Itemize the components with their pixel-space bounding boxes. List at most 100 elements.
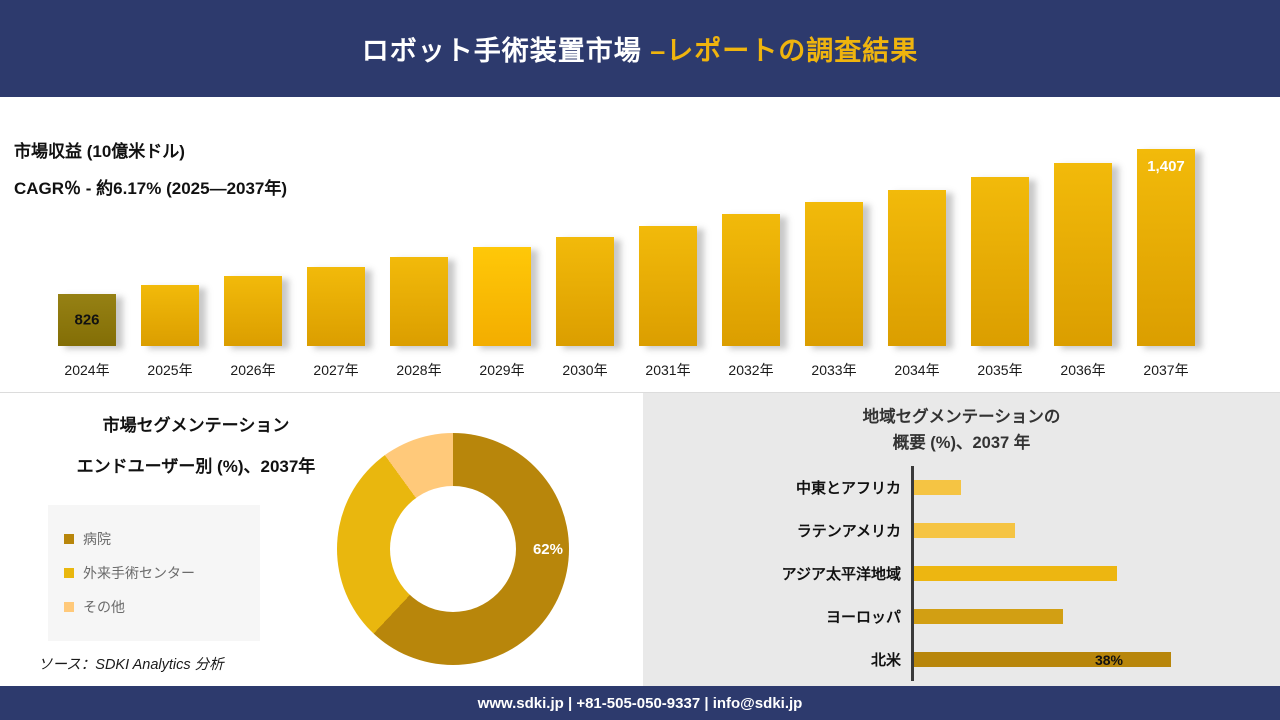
segmentation-subtitle: エンドユーザー別 (%)、2037年 bbox=[76, 457, 316, 476]
year-axis-label: 2034年 bbox=[894, 362, 940, 378]
cagr-label: CAGR％ - 約6.17% (2025―2037年) bbox=[14, 179, 288, 198]
source-note: ソース：SDKI Analytics 分析 bbox=[38, 657, 224, 673]
revenue-bar-group: 2036年 bbox=[1054, 163, 1112, 380]
revenue-bar-group: 2035年 bbox=[971, 177, 1029, 380]
segmentation-title: 市場セグメンテーション bbox=[102, 416, 290, 435]
year-axis-label: 2035年 bbox=[977, 362, 1023, 378]
revenue-bar-group: 2028年 bbox=[390, 257, 448, 380]
regional-bar-row: 北米 38% bbox=[643, 638, 1280, 682]
regional-bar-track bbox=[911, 466, 1280, 510]
year-axis-label: 2024年 bbox=[64, 362, 110, 378]
page-title-main: ロボット手術装置市場 bbox=[361, 36, 651, 66]
revenue-chart-section: 市場収益 (10億米ドル) CAGR％ - 約6.17% (2025―2037年… bbox=[0, 97, 1280, 393]
regional-bar-track: 38% bbox=[911, 638, 1280, 682]
donut-hole bbox=[390, 486, 516, 612]
legend-item-others: その他 bbox=[64, 597, 244, 617]
region-label: アジア太平洋地域 bbox=[781, 566, 901, 584]
legend-label: 病院 bbox=[83, 531, 111, 547]
revenue-bar-group: 1,407 2037年 bbox=[1137, 149, 1195, 380]
region-label: 北米 bbox=[870, 652, 901, 670]
revenue-metric-label: 市場収益 (10億米ドル) bbox=[14, 142, 185, 161]
segmentation-titles: 市場セグメンテーション エンドユーザー別 (%)、2037年 bbox=[28, 411, 364, 477]
legend-item-ambulatory-centers: 外来手術センター bbox=[64, 563, 244, 583]
page-title: ロボット手術装置市場 –レポートの調査結果 bbox=[362, 29, 919, 68]
revenue-bar-group: 2033年 bbox=[805, 202, 863, 380]
year-axis-label: 2027年 bbox=[313, 362, 359, 378]
revenue-bar bbox=[805, 202, 863, 346]
revenue-bar bbox=[722, 214, 780, 346]
revenue-bar bbox=[141, 285, 199, 346]
revenue-bar-group: 2034年 bbox=[888, 190, 946, 380]
regional-bar-row: ヨーロッパ bbox=[643, 595, 1280, 639]
revenue-bar bbox=[971, 177, 1029, 346]
bar-value-label: 1,407 bbox=[1147, 158, 1185, 175]
region-label: 中東とアフリカ bbox=[795, 480, 901, 498]
regional-bar: 38% bbox=[914, 651, 1171, 668]
year-axis-label: 2036年 bbox=[1060, 362, 1106, 378]
legend-label: 外来手術センター bbox=[83, 565, 195, 581]
year-axis-label: 2026年 bbox=[230, 362, 276, 378]
year-axis-label: 2032年 bbox=[728, 362, 774, 378]
revenue-bar: 1,407 bbox=[1137, 149, 1195, 346]
revenue-bar bbox=[473, 247, 531, 346]
legend-label: その他 bbox=[83, 599, 125, 615]
year-axis-label: 2030年 bbox=[562, 362, 608, 378]
revenue-bar bbox=[390, 257, 448, 346]
revenue-bar: 826 bbox=[58, 294, 116, 346]
revenue-bar bbox=[556, 237, 614, 346]
regional-title-line1: 地域セグメンテーションの bbox=[862, 408, 1061, 426]
revenue-bar-group: 2031年 bbox=[639, 226, 697, 380]
revenue-bar-group: 2025年 bbox=[141, 285, 199, 380]
regional-title: 地域セグメンテーションの 概要 (%)、2037 年 bbox=[643, 393, 1280, 456]
regional-bar bbox=[914, 609, 1063, 625]
regional-segmentation-panel: 地域セグメンテーションの 概要 (%)、2037 年 中東とアフリカ ラテンアメリ… bbox=[643, 393, 1280, 686]
year-axis-label: 2028年 bbox=[396, 362, 442, 378]
footer-contact: www.sdki.jp | +81-505-050-9337 | info@sd… bbox=[477, 694, 803, 712]
legend-swatch-hospitals bbox=[64, 534, 74, 544]
page-title-accent: –レポートの調査結果 bbox=[650, 36, 919, 66]
market-segmentation-panel: 市場セグメンテーション エンドユーザー別 (%)、2037年 病院 外来手術セン… bbox=[0, 393, 640, 686]
bar-value-label: 38% bbox=[1094, 651, 1123, 668]
regional-title-line2: 概要 (%)、2037 年 bbox=[892, 433, 1031, 452]
regional-bars: 中東とアフリカ ラテンアメリカアジア太平洋地域ヨーロッパ北米 38% bbox=[643, 466, 1280, 682]
regional-bar-row: 中東とアフリカ bbox=[643, 466, 1280, 510]
donut-legend: 病院 外来手術センター その他 bbox=[48, 505, 260, 641]
year-axis-label: 2037年 bbox=[1143, 362, 1189, 378]
donut-value-label: 62% bbox=[532, 541, 563, 558]
revenue-bar bbox=[888, 190, 946, 346]
header-banner: ロボット手術装置市場 –レポートの調査結果 bbox=[0, 0, 1280, 97]
regional-bar-row: アジア太平洋地域 bbox=[643, 552, 1280, 596]
revenue-bar-group: 2030年 bbox=[556, 237, 614, 380]
donut-chart: 62% bbox=[337, 433, 569, 665]
revenue-bar-group: 2027年 bbox=[307, 267, 365, 380]
region-label: ラテンアメリカ bbox=[796, 523, 901, 541]
footer-bar: www.sdki.jp | +81-505-050-9337 | info@sd… bbox=[0, 686, 1280, 720]
revenue-bar bbox=[224, 276, 282, 346]
revenue-bar-group: 2032年 bbox=[722, 214, 780, 380]
legend-swatch-ambulatory-centers bbox=[64, 568, 74, 578]
regional-bar bbox=[914, 566, 1117, 582]
year-axis-label: 2029年 bbox=[479, 362, 525, 378]
revenue-bar-group: 2029年 bbox=[473, 247, 531, 380]
regional-bar bbox=[914, 523, 1015, 539]
legend-item-hospitals: 病院 bbox=[64, 529, 244, 549]
regional-bar-row: ラテンアメリカ bbox=[643, 509, 1280, 553]
year-axis-label: 2031年 bbox=[645, 362, 691, 378]
revenue-bar bbox=[307, 267, 365, 346]
bar-value-label: 826 bbox=[74, 311, 100, 329]
revenue-bar-group: 826 2024年 bbox=[58, 294, 116, 380]
revenue-bar bbox=[1054, 163, 1112, 346]
regional-bar-track bbox=[911, 595, 1280, 639]
segmentation-row: 市場セグメンテーション エンドユーザー別 (%)、2037年 病院 外来手術セン… bbox=[0, 393, 1280, 686]
regional-bar-track bbox=[911, 509, 1280, 553]
legend-swatch-others bbox=[64, 602, 74, 612]
year-axis-label: 2025年 bbox=[147, 362, 193, 378]
revenue-bar-group: 2026年 bbox=[224, 276, 282, 380]
regional-bar bbox=[914, 480, 961, 496]
year-axis-label: 2033年 bbox=[811, 362, 857, 378]
revenue-bar bbox=[639, 226, 697, 346]
regional-bar-track bbox=[911, 552, 1280, 596]
revenue-bars: 826 2024年 2025年 2026年 2027年 2028年 2029年 2030年 20… bbox=[58, 149, 1195, 380]
region-label: ヨーロッパ bbox=[825, 609, 901, 627]
